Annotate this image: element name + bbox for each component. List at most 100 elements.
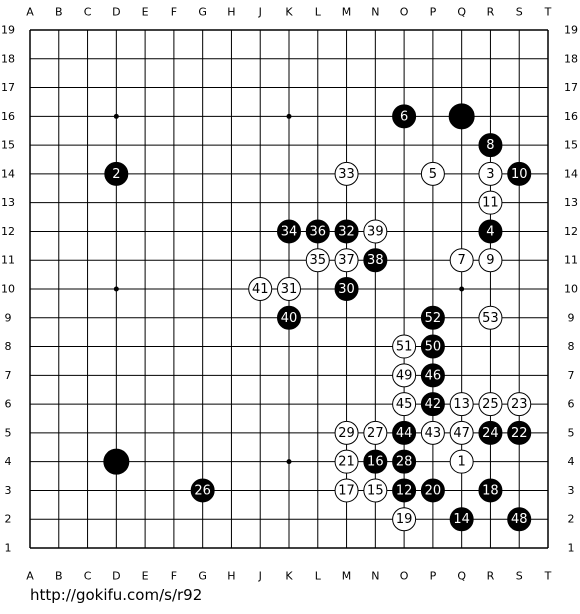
column-label: C: [84, 570, 92, 583]
source-url: http://gokifu.com/s/r92: [30, 586, 202, 604]
move-number: 13: [453, 397, 470, 412]
column-label: Q: [457, 570, 466, 583]
white-stone: [277, 277, 301, 301]
move-number: 26: [194, 483, 211, 498]
row-label: 17: [564, 81, 578, 94]
move-number: 3: [486, 167, 494, 182]
move-number: 27: [367, 426, 384, 441]
row-label: 7: [568, 369, 575, 382]
move-number: 36: [310, 224, 327, 239]
black-stone: [363, 449, 388, 474]
move-number: 17: [338, 483, 355, 498]
column-label: H: [227, 570, 235, 583]
black-stone: [448, 103, 475, 130]
row-label: 11: [1, 254, 15, 267]
black-stone: [277, 305, 301, 330]
white-stone: [392, 507, 417, 532]
row-label: 13: [564, 196, 578, 209]
column-label: L: [315, 570, 322, 583]
move-number: 1: [458, 455, 466, 470]
row-label: 11: [564, 254, 578, 267]
row-label: 3: [5, 484, 12, 497]
row-label: 12: [1, 225, 15, 238]
move-number: 12: [396, 483, 413, 498]
move-number: 49: [396, 368, 413, 383]
move-number: 41: [252, 282, 269, 297]
row-label: 15: [564, 139, 578, 152]
column-label: R: [487, 6, 495, 19]
move-number: 50: [425, 340, 442, 355]
white-stone: [478, 161, 503, 186]
coordinates: AABBCCDDEEFFGGHHJJKKLLMMNNOOPPQQRRSSTT19…: [1, 6, 578, 583]
black-stone: [392, 104, 417, 129]
move-number: 7: [458, 253, 466, 268]
row-label: 13: [1, 196, 15, 209]
black-stone: [420, 305, 445, 330]
white-stone: [507, 392, 532, 417]
move-number: 38: [367, 253, 384, 268]
move-number: 25: [482, 397, 499, 412]
white-stone: [363, 478, 388, 503]
black-stone: [478, 420, 503, 445]
black-stone: [478, 219, 503, 244]
column-label: O: [400, 570, 409, 583]
column-label: C: [84, 6, 92, 19]
white-stone: [449, 392, 474, 417]
white-stone: [420, 161, 445, 186]
move-number: 11: [482, 196, 499, 211]
black-stone: [420, 392, 445, 417]
white-stone: [478, 248, 503, 273]
column-label: K: [285, 6, 293, 19]
move-number: 20: [425, 483, 442, 498]
white-stone: [449, 248, 474, 273]
move-number: 14: [453, 512, 470, 527]
white-stone: [478, 305, 503, 330]
white-stone: [363, 420, 388, 445]
black-stone: [103, 448, 130, 475]
move-number: 42: [425, 397, 442, 412]
black-stone: [392, 449, 417, 474]
column-label: D: [112, 570, 120, 583]
star-point: [113, 286, 119, 292]
white-stone: [392, 334, 417, 359]
row-label: 19: [564, 24, 578, 37]
column-label: M: [342, 570, 352, 583]
black-stone: [507, 507, 532, 532]
column-label: D: [112, 6, 120, 19]
column-label: N: [371, 570, 379, 583]
row-label: 9: [568, 311, 575, 324]
white-stone: [392, 363, 417, 388]
white-stone: [334, 449, 359, 474]
move-number: 29: [338, 426, 355, 441]
move-number: 16: [367, 455, 384, 470]
move-number: 31: [281, 282, 298, 297]
row-label: 14: [1, 167, 15, 180]
move-number: 19: [396, 512, 413, 527]
column-label: T: [544, 6, 552, 19]
move-number: 39: [367, 224, 384, 239]
move-number: 48: [511, 512, 528, 527]
move-number: 10: [511, 167, 528, 182]
black-stone: [420, 334, 445, 359]
white-stone: [449, 420, 474, 445]
star-point: [286, 459, 292, 465]
black-stone: [334, 277, 359, 301]
move-number: 51: [396, 340, 413, 355]
move-number: 8: [486, 138, 494, 153]
column-label: F: [171, 6, 177, 19]
black-stone: [507, 161, 532, 186]
column-label: F: [171, 570, 177, 583]
column-label: A: [26, 570, 34, 583]
black-stone: [392, 478, 417, 503]
black-stone: [104, 161, 129, 186]
column-label: E: [142, 6, 149, 19]
black-stone: [305, 219, 330, 244]
black-stone: [420, 478, 445, 503]
star-point: [286, 113, 292, 119]
move-number: 40: [281, 311, 298, 326]
column-label: R: [487, 570, 495, 583]
star-point: [113, 113, 119, 119]
